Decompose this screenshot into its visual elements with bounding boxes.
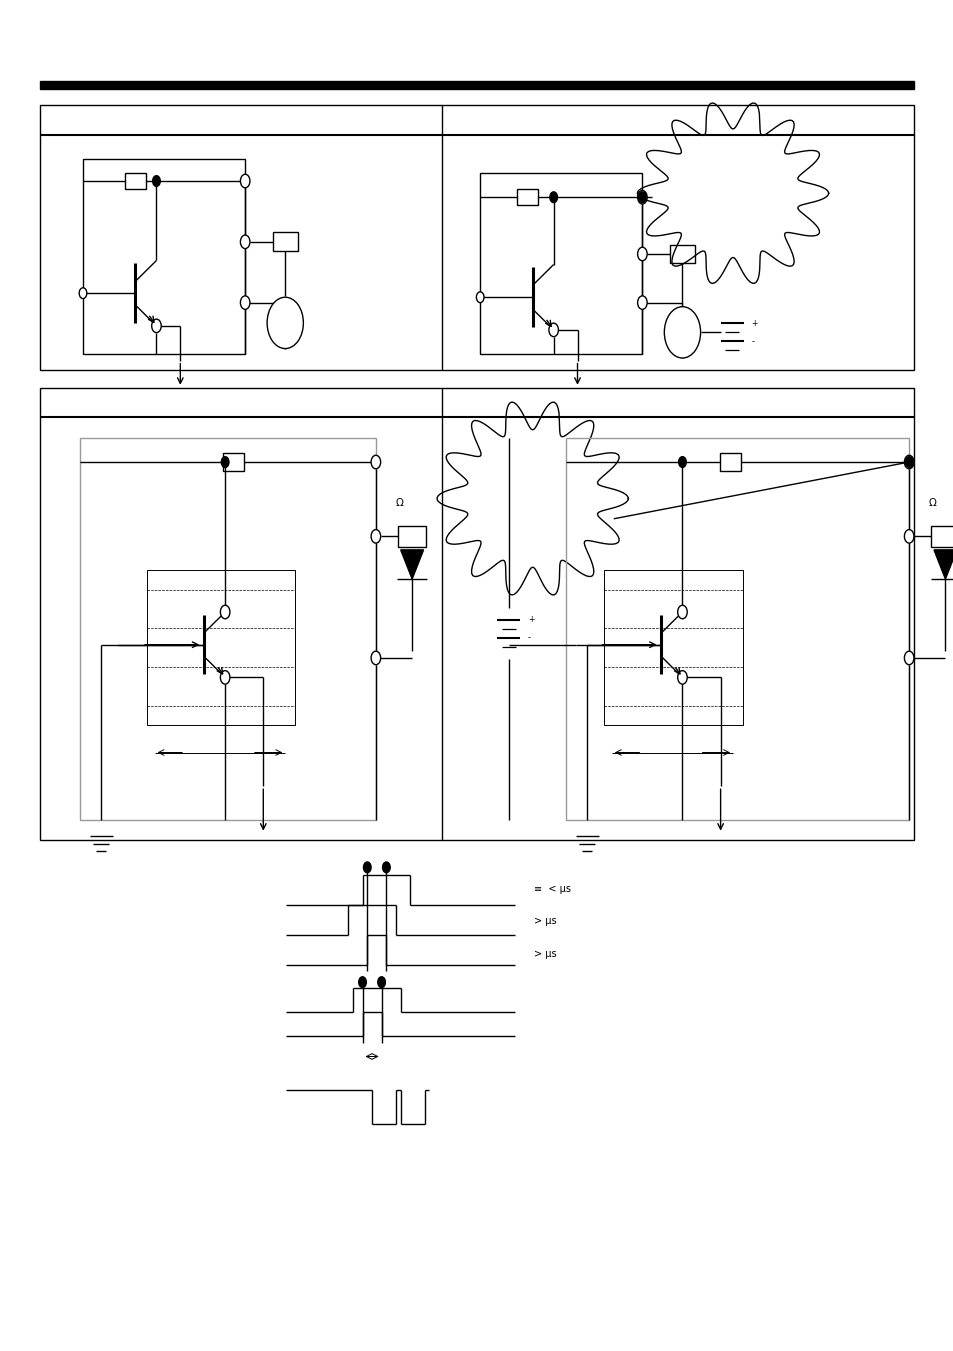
- Bar: [125, 173, 146, 189]
- Bar: [517, 189, 537, 205]
- Circle shape: [371, 530, 380, 543]
- Bar: [565, 438, 908, 820]
- Text: > μs: > μs: [534, 948, 557, 959]
- Circle shape: [363, 862, 371, 873]
- Bar: [479, 173, 641, 354]
- Bar: [147, 570, 294, 725]
- Circle shape: [663, 307, 700, 358]
- Circle shape: [220, 670, 230, 684]
- Circle shape: [220, 605, 230, 619]
- Polygon shape: [933, 550, 953, 580]
- Circle shape: [476, 292, 483, 303]
- Bar: [397, 526, 426, 547]
- Circle shape: [903, 455, 913, 469]
- Circle shape: [677, 670, 686, 684]
- Circle shape: [79, 288, 87, 299]
- Text: ≡  < μs: ≡ < μs: [534, 884, 571, 894]
- Circle shape: [637, 296, 646, 309]
- Text: +: +: [750, 319, 757, 328]
- Circle shape: [152, 319, 161, 332]
- Polygon shape: [400, 550, 423, 580]
- Circle shape: [678, 457, 685, 467]
- Circle shape: [638, 192, 645, 203]
- Circle shape: [637, 247, 646, 261]
- Bar: [603, 570, 741, 725]
- Bar: [930, 526, 953, 547]
- Circle shape: [549, 192, 557, 203]
- Circle shape: [377, 977, 385, 988]
- Text: > μs: > μs: [534, 916, 557, 927]
- Circle shape: [548, 323, 558, 336]
- Circle shape: [221, 457, 229, 467]
- Bar: [83, 159, 245, 354]
- Circle shape: [371, 455, 380, 469]
- Bar: [273, 232, 297, 251]
- Text: -: -: [750, 336, 754, 346]
- Circle shape: [903, 530, 913, 543]
- Text: -: -: [527, 634, 531, 642]
- Circle shape: [637, 190, 646, 204]
- Circle shape: [240, 296, 250, 309]
- Text: Ω: Ω: [928, 497, 936, 508]
- Bar: [720, 453, 740, 470]
- Bar: [223, 453, 244, 470]
- Bar: [40, 388, 913, 840]
- Circle shape: [904, 457, 912, 467]
- Bar: [669, 245, 694, 263]
- Text: +: +: [527, 616, 534, 624]
- Bar: [40, 105, 913, 370]
- Bar: [80, 438, 375, 820]
- Bar: [40, 81, 913, 89]
- Circle shape: [903, 651, 913, 665]
- Text: Ω: Ω: [395, 497, 403, 508]
- Circle shape: [152, 176, 160, 186]
- Circle shape: [371, 651, 380, 665]
- Circle shape: [382, 862, 390, 873]
- Circle shape: [677, 605, 686, 619]
- Circle shape: [240, 174, 250, 188]
- Circle shape: [358, 977, 366, 988]
- Circle shape: [267, 297, 303, 349]
- Circle shape: [240, 235, 250, 249]
